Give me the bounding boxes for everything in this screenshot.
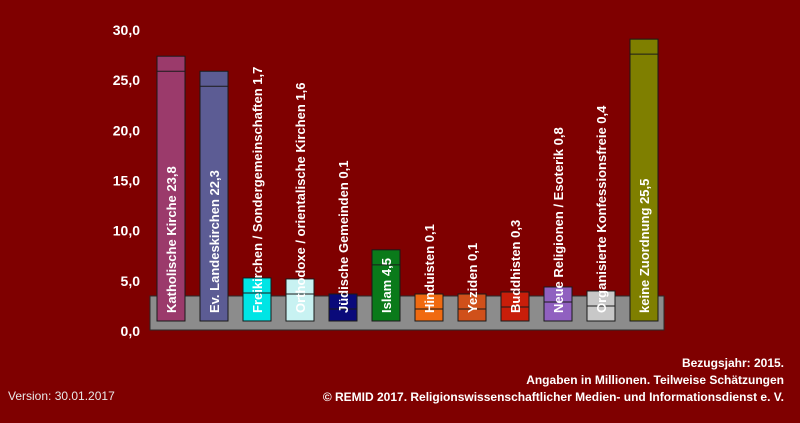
y-tick-label: 5,0 bbox=[121, 273, 141, 289]
bar bbox=[371, 249, 401, 322]
bar bbox=[156, 55, 186, 322]
y-tick-label: 30,0 bbox=[113, 22, 140, 38]
bar-label: Katholische Kirche 23,8 bbox=[164, 166, 179, 313]
bar bbox=[629, 38, 659, 322]
bar bbox=[285, 278, 315, 322]
bar bbox=[242, 277, 272, 322]
y-tick-label: 0,0 bbox=[121, 323, 141, 339]
version-label: Version: 30.01.2017 bbox=[8, 389, 115, 403]
bar-label: Jüdische Gemeinden 0,1 bbox=[336, 161, 351, 313]
bar-label: Buddhisten 0,3 bbox=[508, 220, 523, 313]
bar-label: Yeziden 0,1 bbox=[465, 243, 480, 313]
bar-label: Islam 4,5 bbox=[379, 258, 394, 313]
y-tick-label: 20,0 bbox=[113, 122, 140, 138]
y-tick-label: 25,0 bbox=[113, 72, 140, 88]
reference-year: Bezugsjahr: 2015. bbox=[681, 356, 784, 370]
bar bbox=[543, 286, 573, 322]
bar-label: Neue Religionen / Esoterik 0,8 bbox=[551, 127, 566, 313]
bar bbox=[414, 293, 444, 322]
bar-label: Freikirchen / Sondergemeinschaften 1,7 bbox=[250, 67, 265, 313]
footer-notes: Bezugsjahr: 2015. Angaben in Millionen. … bbox=[323, 355, 784, 406]
units-note: Angaben in Millionen. Teilweise Schätzun… bbox=[526, 373, 784, 387]
copyright: © REMID 2017. Religionswissenschaftliche… bbox=[322, 390, 784, 404]
y-tick-label: 15,0 bbox=[113, 173, 140, 189]
bar-label: Hinduisten 0,1 bbox=[422, 224, 437, 313]
bar bbox=[328, 293, 358, 322]
bar bbox=[457, 293, 487, 322]
bar-label: keine Zuordnung 25,5 bbox=[637, 179, 652, 313]
chart-floor bbox=[149, 295, 665, 331]
bar-label: Orthodoxe / orientalische Kirchen 1,6 bbox=[293, 83, 308, 313]
bar-label: Ev. Landeskirchen 22,3 bbox=[207, 170, 222, 313]
bar-label: Organisierte Konfessionsfreie 0,4 bbox=[594, 105, 609, 313]
y-tick-label: 10,0 bbox=[113, 223, 140, 239]
bar bbox=[199, 70, 229, 322]
